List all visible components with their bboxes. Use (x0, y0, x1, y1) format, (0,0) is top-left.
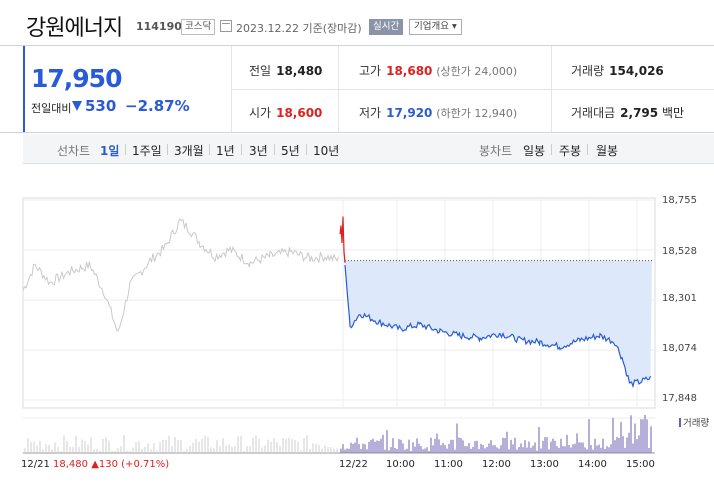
stat-label: 시가 (249, 106, 272, 120)
period-1d[interactable]: 1일 (100, 144, 120, 158)
stat-value: 17,920 (386, 106, 433, 120)
stat-value: 18,680 (386, 64, 433, 78)
x-tick: 11:00 (434, 459, 463, 470)
market-badge: 코스닥 (181, 19, 216, 35)
divider (167, 144, 168, 155)
stock-header: 강원에너지 114190 코스닥 2023.12.22 기준(장마감) 실시간 … (0, 0, 714, 44)
period-5y[interactable]: 5년 (281, 144, 300, 158)
x-tick: 12:00 (482, 459, 511, 470)
company-overview-dropdown[interactable]: 기업개요 ▾ (409, 19, 462, 35)
prev-day-change: ▲130 (+0.71%) (91, 459, 170, 470)
line-chart-label: 선차트 (57, 144, 91, 158)
x-tick: 12/22 (339, 459, 368, 470)
stat-amount: 거래대금 2,795 백만 (571, 104, 684, 121)
divider (125, 144, 126, 155)
below-prev-close-area (345, 260, 652, 387)
x-tick: 15:00 (626, 459, 655, 470)
period-1y[interactable]: 1년 (216, 144, 235, 158)
y-tick: 18,301 (662, 293, 697, 304)
company-name: 강원에너지 (26, 16, 123, 41)
y-tick: 18,755 (662, 195, 697, 206)
divider (306, 144, 307, 155)
amount-unit: 백만 (661, 106, 685, 120)
prev-day-summary: 12/21 18,480 ▲130 (+0.71%) (21, 459, 169, 470)
y-tick: 18,074 (662, 343, 697, 354)
price-summary: 17,950 전일대비 530 −2.87% 전일 18,480 고가 18,680… (0, 45, 714, 133)
stat-low: 저가 17,920 (하한가 12,940) (359, 104, 517, 121)
y-tick: 18,528 (662, 246, 697, 257)
stat-label: 거래량 (571, 64, 605, 78)
candle-weekly[interactable]: 주봉 (559, 144, 582, 158)
prev-day-date: 12/21 (21, 459, 50, 470)
stat-value: 154,026 (609, 64, 664, 78)
x-tick: 10:00 (386, 459, 415, 470)
calendar-icon (220, 20, 232, 32)
stats-grid: 전일 18,480 고가 18,680 (상한가 24,000) 거래량 154,02… (232, 46, 714, 132)
realtime-button[interactable]: 실시간 (369, 19, 404, 35)
divider (587, 144, 588, 155)
divider (274, 144, 275, 155)
stat-volume: 거래량 154,026 (571, 62, 664, 79)
intraday-chart: 18,755 18,528 18,301 18,074 17,848 거래량 1… (0, 170, 714, 493)
stat-value: 18,480 (276, 64, 323, 78)
stat-prev-close: 전일 18,480 (249, 62, 322, 79)
prev-day-line (22, 218, 339, 332)
price-change: 530 (85, 97, 117, 115)
stat-value: 18,600 (276, 106, 323, 120)
candle-monthly[interactable]: 월봉 (596, 144, 619, 158)
base-date: 2023.12.22 기준(장마감) (236, 22, 362, 35)
divider (551, 46, 552, 132)
stock-code: 114190 (136, 20, 182, 33)
divider (338, 46, 339, 132)
stat-high: 고가 18,680 (상한가 24,000) (359, 62, 517, 79)
opening-spike-line (339, 216, 346, 263)
volume-legend: 거래량 (679, 415, 709, 429)
current-price-panel: 17,950 전일대비 530 −2.87% (23, 46, 232, 132)
stat-label: 고가 (359, 64, 382, 78)
stat-label: 저가 (359, 106, 382, 120)
divider (232, 89, 714, 90)
x-tick: 13:00 (530, 459, 559, 470)
price-change-percent: −2.87% (125, 97, 190, 115)
candle-daily[interactable]: 일봉 (523, 144, 546, 158)
period-10y[interactable]: 10년 (313, 144, 340, 158)
divider (209, 144, 210, 155)
upper-limit: (상한가 24,000) (436, 65, 518, 78)
lower-limit: (하한가 12,940) (436, 107, 518, 120)
period-1w[interactable]: 1주일 (132, 144, 162, 158)
chart-canvas (22, 197, 656, 454)
y-tick: 17,848 (662, 393, 697, 404)
period-3m[interactable]: 3개월 (174, 144, 204, 158)
stat-open: 시가 18,600 (249, 104, 322, 121)
compare-label: 전일대비 (31, 102, 72, 115)
divider (551, 144, 552, 155)
price-line (344, 264, 652, 389)
plot-frame (22, 197, 656, 409)
period-3y[interactable]: 3년 (249, 144, 268, 158)
stat-label: 전일 (249, 64, 272, 78)
chart-toolbar: 선차트 1일 1주일 3개월 1년 3년 5년 10년 봉차트 일봉 주봉 월봉 (23, 134, 714, 164)
divider (241, 144, 242, 155)
down-arrow-icon (72, 101, 82, 111)
stat-value: 2,795 (620, 106, 659, 120)
stat-label: 거래대금 (571, 106, 616, 120)
prev-day-close: 18,480 (53, 459, 89, 470)
x-tick: 14:00 (578, 459, 607, 470)
current-price: 17,950 (31, 64, 122, 93)
candle-chart-label: 봉차트 (479, 144, 513, 158)
